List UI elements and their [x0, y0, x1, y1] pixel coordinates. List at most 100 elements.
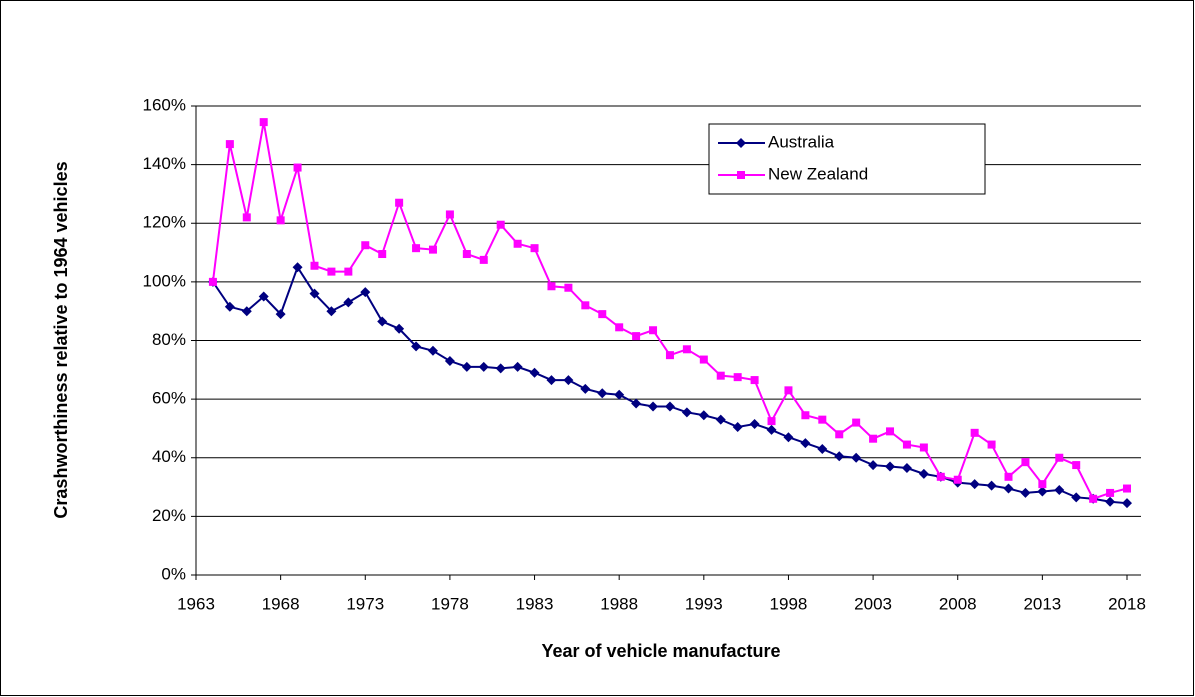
marker	[343, 297, 354, 308]
marker	[615, 323, 624, 332]
marker	[378, 250, 387, 259]
marker	[835, 430, 844, 439]
marker	[444, 356, 455, 367]
marker	[1055, 453, 1064, 462]
marker	[597, 388, 608, 399]
marker	[241, 306, 252, 317]
marker	[649, 326, 658, 335]
marker	[462, 250, 471, 259]
marker	[512, 361, 523, 372]
marker	[800, 438, 811, 449]
marker	[664, 401, 675, 412]
marker	[598, 310, 607, 319]
marker	[309, 288, 320, 299]
marker	[377, 316, 388, 327]
marker	[715, 414, 726, 425]
marker	[564, 283, 573, 292]
marker	[344, 267, 353, 276]
marker	[665, 351, 674, 360]
marker	[834, 451, 845, 462]
marker	[737, 171, 745, 179]
marker	[886, 427, 895, 436]
marker	[969, 479, 980, 490]
marker	[529, 367, 540, 378]
marker	[428, 245, 437, 254]
x-tick-label: 1973	[346, 594, 384, 613]
marker	[275, 309, 286, 320]
marker	[1003, 483, 1014, 494]
marker	[208, 277, 217, 286]
x-tick-label: 1998	[770, 594, 808, 613]
marker	[682, 345, 691, 354]
y-tick-label: 0%	[161, 564, 186, 583]
marker	[631, 398, 642, 409]
marker	[513, 239, 522, 248]
x-tick-label: 2018	[1108, 594, 1146, 613]
marker	[767, 417, 776, 426]
marker	[411, 341, 422, 352]
marker	[394, 323, 405, 334]
x-tick-label: 1988	[600, 594, 638, 613]
marker	[224, 301, 235, 312]
legend-label: New Zealand	[768, 164, 868, 183]
marker	[412, 244, 421, 253]
marker	[461, 361, 472, 372]
marker	[445, 210, 454, 219]
marker	[563, 375, 574, 386]
marker	[581, 301, 590, 310]
marker	[530, 244, 539, 253]
marker	[918, 468, 929, 479]
marker	[902, 440, 911, 449]
marker	[1037, 486, 1048, 497]
x-tick-label: 1968	[262, 594, 300, 613]
marker	[716, 371, 725, 380]
y-tick-label: 80%	[152, 330, 186, 349]
marker	[750, 376, 759, 385]
y-tick-label: 100%	[143, 271, 186, 290]
marker	[479, 255, 488, 264]
marker	[259, 118, 268, 127]
y-tick-label: 40%	[152, 447, 186, 466]
y-axis-title: Crashworthiness relative to 1964 vehicle…	[51, 161, 71, 518]
y-tick-label: 140%	[143, 154, 186, 173]
marker	[310, 261, 319, 270]
marker	[1105, 496, 1116, 507]
marker	[970, 428, 979, 437]
marker	[1071, 492, 1082, 503]
marker	[801, 411, 810, 420]
marker	[851, 452, 862, 463]
marker	[225, 140, 234, 149]
marker	[1020, 487, 1031, 498]
marker	[936, 472, 945, 481]
x-tick-label: 2013	[1023, 594, 1061, 613]
marker	[258, 291, 269, 302]
marker	[919, 443, 928, 452]
y-tick-label: 160%	[143, 95, 186, 114]
marker	[427, 345, 438, 356]
marker	[953, 475, 962, 484]
marker	[783, 432, 794, 443]
marker	[986, 480, 997, 491]
marker	[901, 463, 912, 474]
legend-box	[708, 123, 986, 195]
marker	[614, 389, 625, 400]
marker	[495, 363, 506, 374]
marker	[1123, 484, 1131, 493]
marker	[242, 213, 251, 222]
marker	[732, 421, 743, 432]
x-tick-label: 1993	[685, 594, 723, 613]
marker	[546, 375, 557, 386]
marker	[293, 163, 302, 172]
marker	[766, 424, 777, 435]
marker	[749, 419, 760, 430]
marker	[784, 386, 793, 395]
marker	[478, 361, 489, 372]
marker	[885, 461, 896, 472]
marker	[1089, 494, 1098, 503]
marker	[1054, 484, 1065, 495]
marker	[817, 443, 828, 454]
marker	[496, 220, 505, 229]
x-tick-label: 1978	[431, 594, 469, 613]
